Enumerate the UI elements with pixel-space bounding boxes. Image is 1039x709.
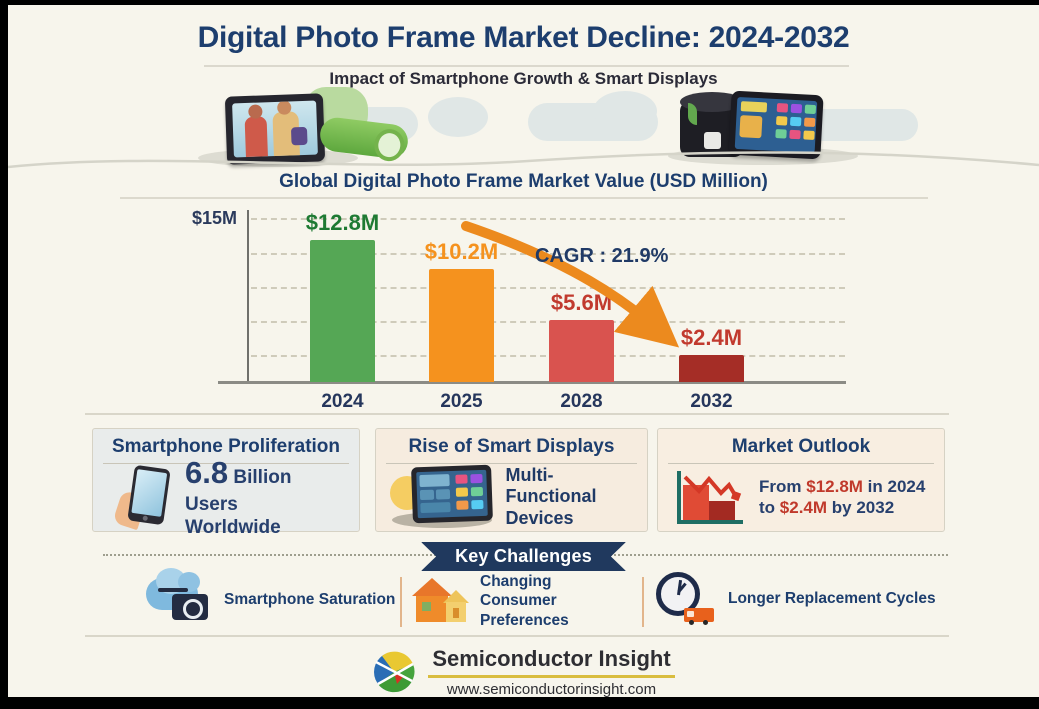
challenge-label: Changing Consumer Preferences	[480, 573, 569, 629]
card-rise-of-smart-displays: Rise of Smart Displays M	[375, 428, 648, 532]
cloud-icon	[593, 91, 657, 131]
card-smartphone-proliferation: Smartphone Proliferation 6.8 Billion Use…	[92, 428, 360, 538]
chart-bar-group: $5.6M 2028	[549, 216, 614, 412]
x-axis-label: 2024	[321, 391, 364, 412]
page-subtitle: Impact of Smartphone Growth & Smart Disp…	[329, 69, 718, 88]
chart-bar-group: $12.8M 2024	[306, 210, 379, 412]
houses-icon	[412, 576, 469, 626]
card-market-outlook: Market Outlook From $12.8M in 2024 to $2…	[657, 428, 945, 532]
x-axis-line	[218, 381, 846, 384]
chart-bar	[429, 269, 494, 382]
stat-number: 6.8	[185, 454, 229, 490]
value-highlight: $12.8M	[806, 476, 863, 496]
bar-value-label: $5.6M	[550, 290, 613, 315]
card-stat-text: 6.8 Billion Users Worldwide	[185, 454, 292, 539]
card-text: Multi-Functional Devices	[505, 464, 597, 528]
challenge-item: Smartphone Saturation	[146, 568, 396, 628]
hand-holding-phone-icon	[112, 464, 173, 531]
gridline	[251, 355, 845, 357]
challenge-item: Longer Replacement Cycles	[656, 572, 936, 626]
x-axis-label: 2028	[560, 391, 603, 412]
y-axis-top-label: $15M	[192, 208, 238, 228]
smart-display-icon	[389, 464, 494, 528]
declining-chart-icon	[677, 471, 743, 524]
cagr-annotation: CAGR : 21.9%	[535, 245, 669, 267]
value-highlight: $2.4M	[779, 498, 828, 517]
bar-value-label: $10.2M	[424, 239, 499, 264]
card-divider	[386, 463, 637, 464]
bar-value-label: $2.4M	[680, 325, 743, 350]
card-title: Smartphone Proliferation	[111, 436, 341, 457]
gridline	[251, 218, 845, 220]
wave-divider	[8, 151, 1039, 169]
vertical-divider	[400, 577, 402, 627]
card-text: From $12.8M in 2024 to $2.4M by 2032	[759, 476, 926, 517]
section-divider	[85, 635, 949, 637]
brand-logo-icon	[374, 651, 415, 693]
hero-illustration	[8, 87, 1039, 171]
card-title: Market Outlook	[731, 436, 871, 457]
cloud-icon	[428, 97, 488, 137]
chart-bar-group: $10.2M 2025	[425, 216, 498, 412]
decline-arrow-icon	[461, 221, 680, 348]
challenge-label: Longer Replacement Cycles	[728, 590, 936, 608]
x-axis-label: 2032	[690, 391, 733, 412]
chart-bar	[310, 240, 375, 382]
card-divider	[103, 463, 349, 464]
chart-bar	[549, 320, 614, 382]
chart-title-divider	[120, 197, 928, 199]
challenge-item: Changing Consumer Preferences	[412, 572, 632, 630]
chart-bar-group: $2.4M 2032	[679, 216, 744, 412]
brand-website: www.semiconductorinsight.com	[446, 681, 657, 697]
chart-title: Global Digital Photo Frame Market Value …	[279, 171, 768, 192]
cloud-camera-icon	[146, 568, 212, 628]
x-axis-label: 2025	[440, 391, 483, 412]
card-divider	[668, 463, 934, 464]
bar-value-label: $12.8M	[305, 210, 380, 235]
page-title: Digital Photo Frame Market Decline: 2024…	[197, 21, 850, 54]
brand-name: Semiconductor Insight	[428, 646, 675, 678]
challenge-label: Smartphone Saturation	[224, 591, 396, 609]
chart-bar	[679, 355, 744, 382]
header-divider	[204, 65, 849, 67]
footer: Semiconductor Insight www.semiconductori…	[8, 646, 1039, 697]
section-divider	[85, 413, 949, 415]
y-axis-line	[247, 210, 249, 382]
vertical-divider	[642, 577, 644, 627]
clock-truck-icon	[656, 572, 716, 626]
key-challenges-banner: Key Challenges	[421, 542, 626, 571]
infographic-canvas: Digital Photo Frame Market Decline: 2024…	[8, 5, 1039, 697]
card-title: Rise of Smart Displays	[408, 436, 615, 457]
